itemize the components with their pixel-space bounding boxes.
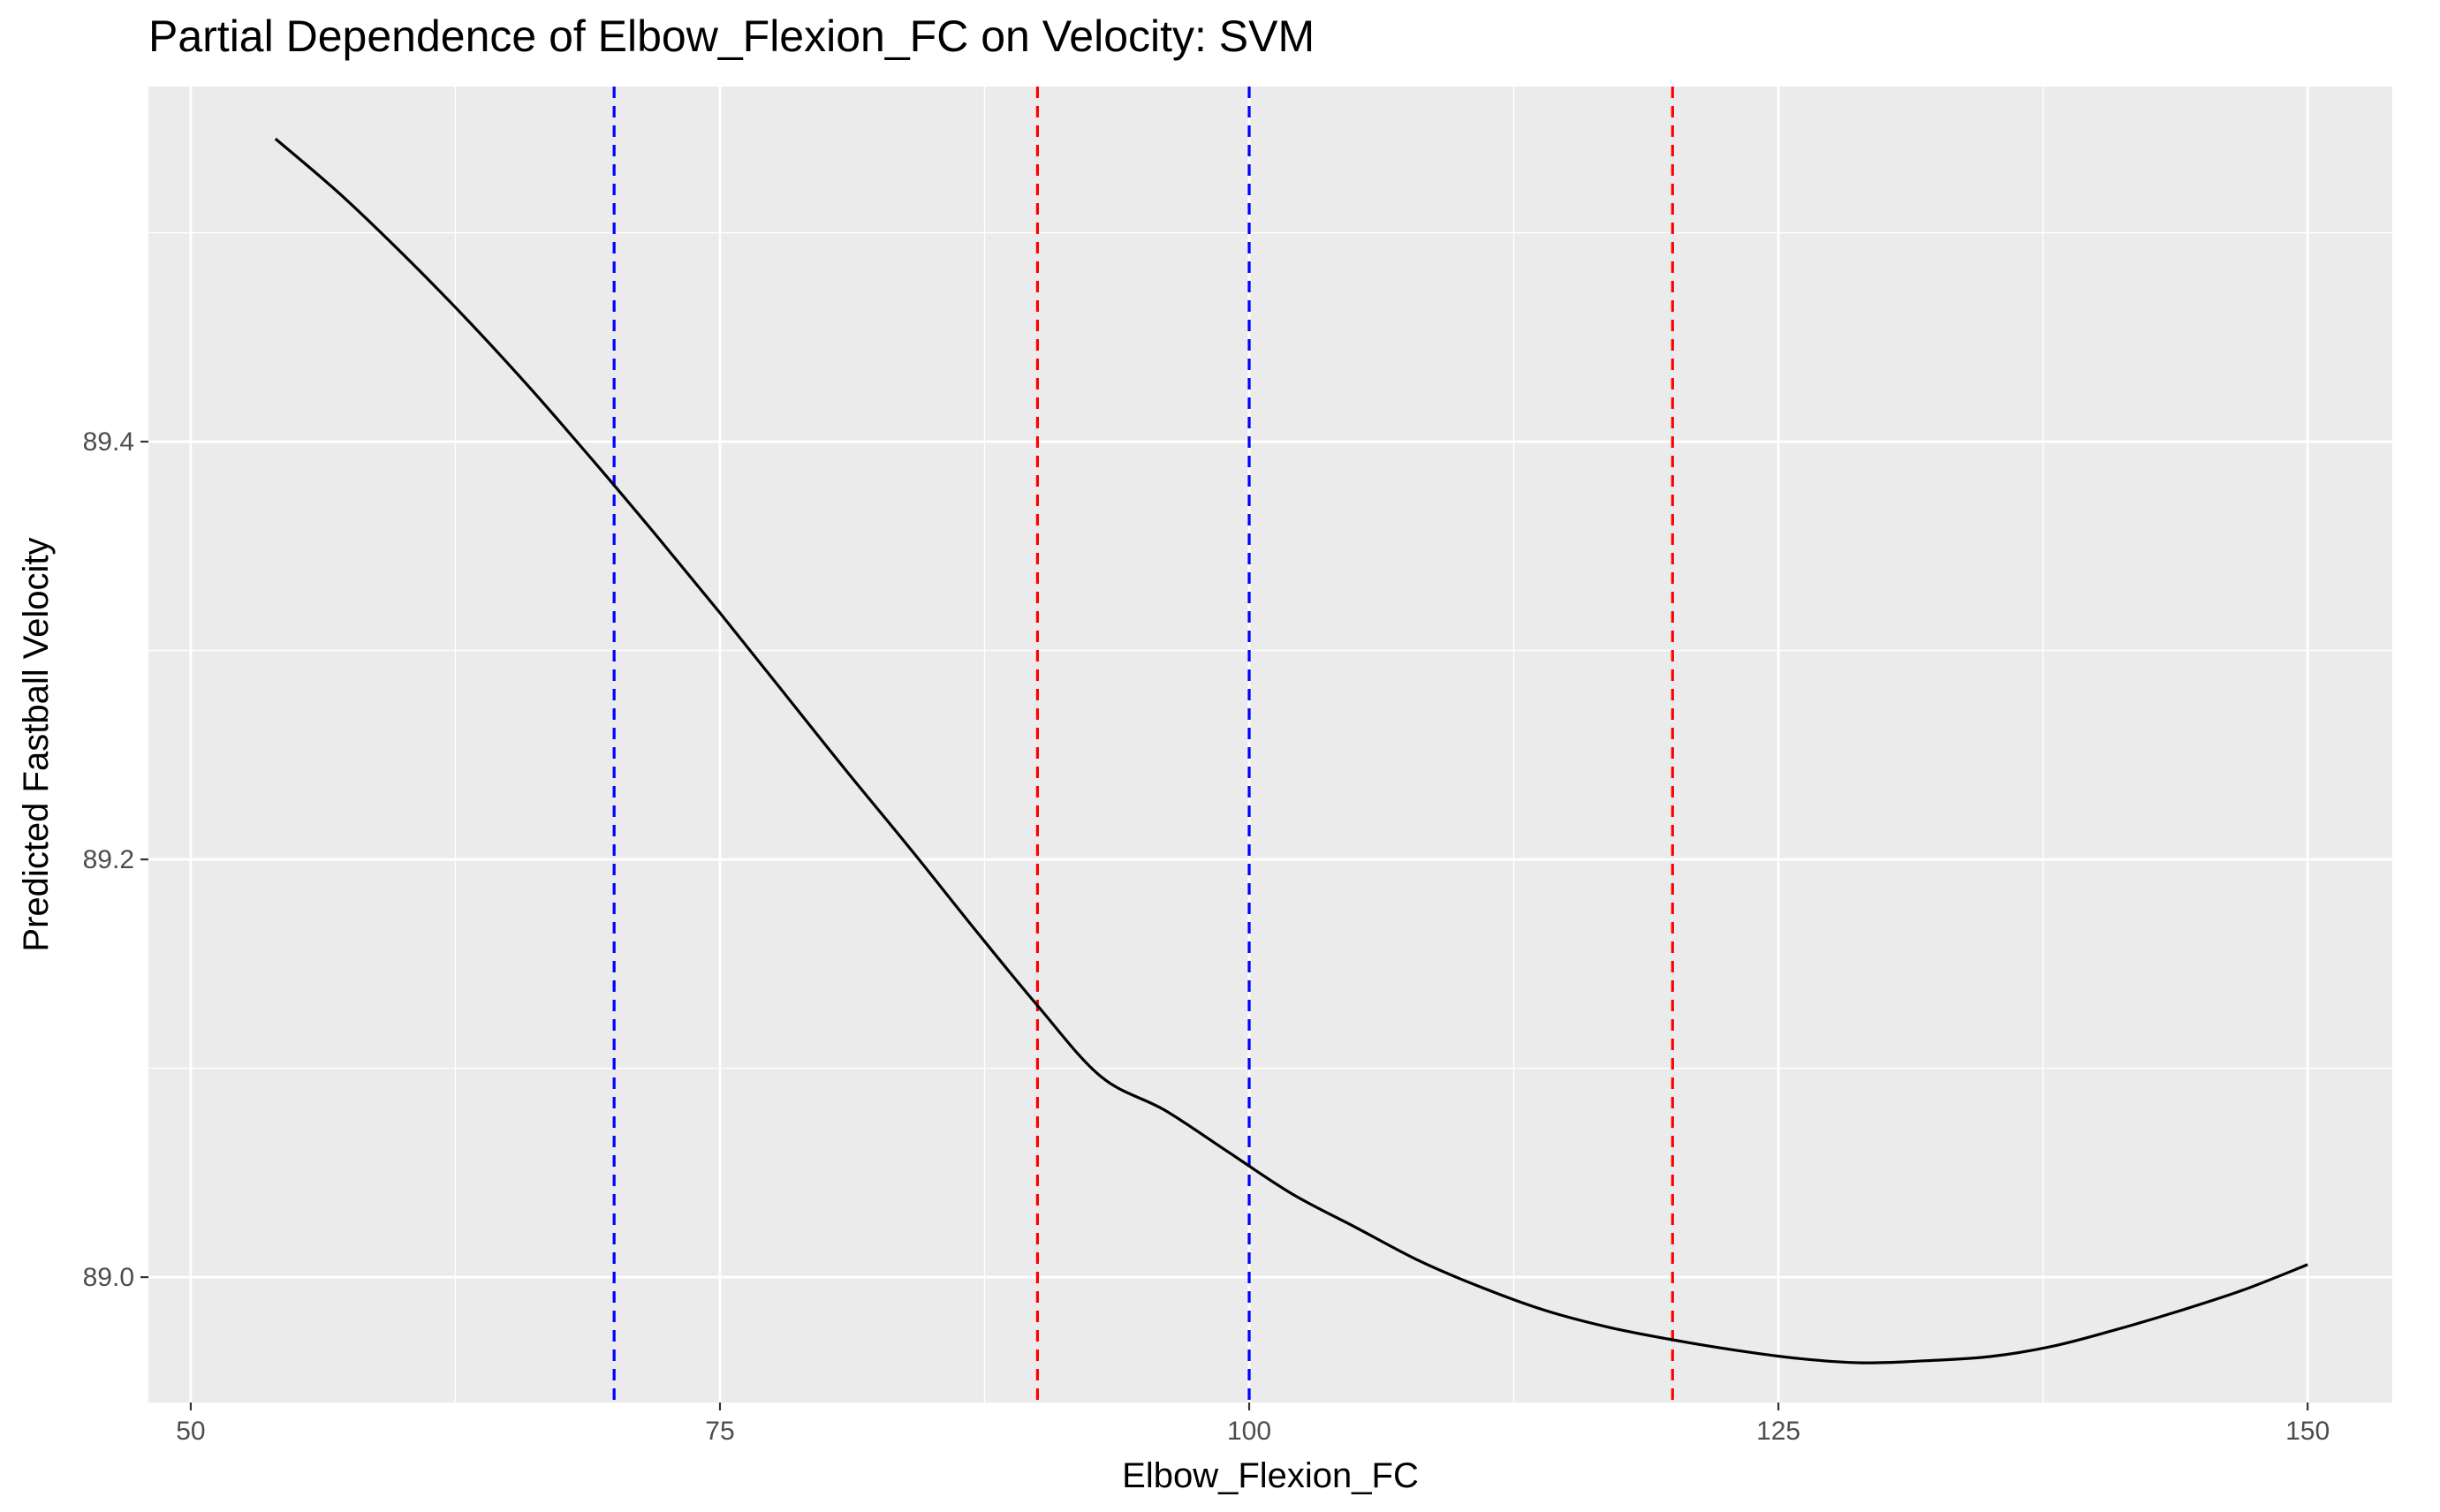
x-tick-label: 75 xyxy=(705,1417,734,1446)
x-tick-label: 125 xyxy=(1756,1417,1800,1446)
x-tick-label: 50 xyxy=(176,1417,205,1446)
reference-lines xyxy=(612,87,1674,1402)
x-tick-label: 150 xyxy=(2285,1417,2330,1446)
y-tick-label: 89.0 xyxy=(83,1263,134,1292)
y-tick-label: 89.4 xyxy=(83,427,134,457)
axis-tick-labels: 50 75 100 125 150 89.0 89.2 89.4 xyxy=(83,427,2330,1446)
x-axis-title: Elbow_Flexion_FC xyxy=(1122,1456,1419,1495)
y-axis-title: Predicted Fastball Velocity xyxy=(17,537,56,951)
chart-title: Partial Dependence of Elbow_Flexion_FC o… xyxy=(148,11,1315,61)
series-line xyxy=(274,137,2308,1365)
axis-ticks xyxy=(140,440,2309,1410)
x-tick-label: 100 xyxy=(1227,1417,1271,1446)
plot-panel xyxy=(148,87,2392,1402)
y-tick-label: 89.2 xyxy=(83,845,134,874)
